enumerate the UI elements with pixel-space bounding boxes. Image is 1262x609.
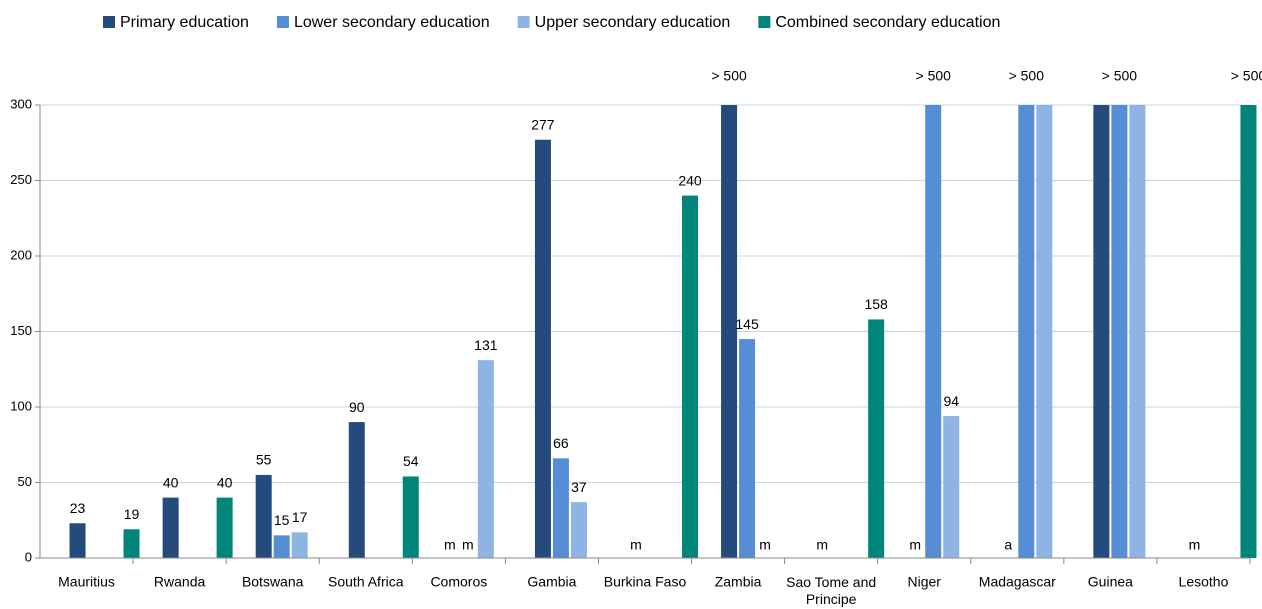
legend-label: Combined secondary education xyxy=(775,14,1000,31)
bar xyxy=(291,532,308,558)
value-label: > 500 xyxy=(1102,68,1138,84)
x-tick-label: Zambia xyxy=(715,574,762,590)
x-tick-label: Niger xyxy=(907,574,941,590)
legend-label: Upper secondary education xyxy=(535,14,731,31)
value-label: m xyxy=(444,537,456,553)
value-label: 131 xyxy=(474,337,498,353)
value-label: 55 xyxy=(256,452,272,468)
x-tick-label: Madagascar xyxy=(979,574,1056,590)
legend-swatch xyxy=(758,16,771,28)
value-label: 145 xyxy=(735,316,759,332)
value-label: 90 xyxy=(349,399,365,415)
y-tick-label: 50 xyxy=(18,474,32,489)
value-label: m xyxy=(1189,537,1201,553)
x-tick-label: Mauritius xyxy=(58,574,115,590)
value-label: > 500 xyxy=(916,68,952,84)
x-tick-label: Burkina Faso xyxy=(604,574,687,590)
x-tick-label: Botswana xyxy=(242,574,304,590)
value-label: 19 xyxy=(124,506,140,522)
value-label: a xyxy=(1004,537,1012,553)
value-label: 240 xyxy=(678,172,702,188)
y-tick-label: 300 xyxy=(10,96,32,111)
x-tick-label: Sao Tome and Principe xyxy=(786,574,876,607)
bar xyxy=(273,535,290,558)
y-tick-label: 200 xyxy=(10,247,32,262)
bar xyxy=(721,105,738,558)
value-label: 37 xyxy=(571,479,587,495)
bar xyxy=(1111,105,1128,558)
value-label: m xyxy=(462,537,474,553)
x-tick-label: Comoros xyxy=(430,574,487,590)
bar xyxy=(682,195,698,558)
y-tick-label: 250 xyxy=(10,172,32,187)
bar xyxy=(1240,105,1257,558)
x-tick-label: South Africa xyxy=(328,574,404,590)
bar xyxy=(552,458,569,558)
bar xyxy=(739,339,756,558)
value-label: 66 xyxy=(553,435,569,451)
bar xyxy=(477,360,494,558)
bar xyxy=(69,523,86,558)
bar xyxy=(868,319,885,558)
value-label: 40 xyxy=(163,474,179,490)
legend-swatch xyxy=(276,16,289,28)
x-tick-label: Rwanda xyxy=(154,574,206,590)
bar xyxy=(943,416,960,558)
bar xyxy=(216,497,233,558)
bar xyxy=(925,105,942,558)
x-tick-label: Lesotho xyxy=(1179,574,1229,590)
bar xyxy=(1018,105,1035,558)
value-label: > 500 xyxy=(1231,68,1262,84)
value-label: 277 xyxy=(531,116,555,132)
value-label: 158 xyxy=(864,296,888,312)
value-label: 94 xyxy=(943,393,959,409)
bar xyxy=(162,497,179,558)
value-label: 17 xyxy=(292,509,308,525)
value-label: m xyxy=(816,537,828,553)
value-label: m xyxy=(909,537,921,553)
y-tick-label: 0 xyxy=(25,549,32,564)
x-tick-label: Gambia xyxy=(527,574,576,590)
value-label: 54 xyxy=(403,453,419,469)
legend-swatch xyxy=(103,16,115,28)
value-label: > 500 xyxy=(711,68,747,84)
bar xyxy=(570,502,587,558)
value-label: > 500 xyxy=(1009,68,1045,84)
value-label: 40 xyxy=(217,474,233,490)
bar xyxy=(402,476,419,558)
y-tick-label: 100 xyxy=(10,398,32,413)
y-tick-label: 150 xyxy=(10,323,32,338)
bar xyxy=(1036,105,1053,558)
legend-label: Lower secondary education xyxy=(294,14,490,31)
value-label: m xyxy=(759,537,771,553)
bar xyxy=(123,529,140,558)
plot-area xyxy=(69,105,1257,558)
bar xyxy=(1093,105,1110,558)
value-label: 23 xyxy=(70,500,86,516)
value-label: 15 xyxy=(274,512,290,528)
bar xyxy=(534,139,551,558)
bar xyxy=(1129,105,1146,558)
legend-label: Primary education xyxy=(120,14,249,31)
value-label: m xyxy=(630,537,642,553)
x-tick-label: Guinea xyxy=(1088,574,1133,590)
legend-swatch xyxy=(517,16,530,28)
bar xyxy=(255,474,272,558)
bar xyxy=(348,422,365,558)
